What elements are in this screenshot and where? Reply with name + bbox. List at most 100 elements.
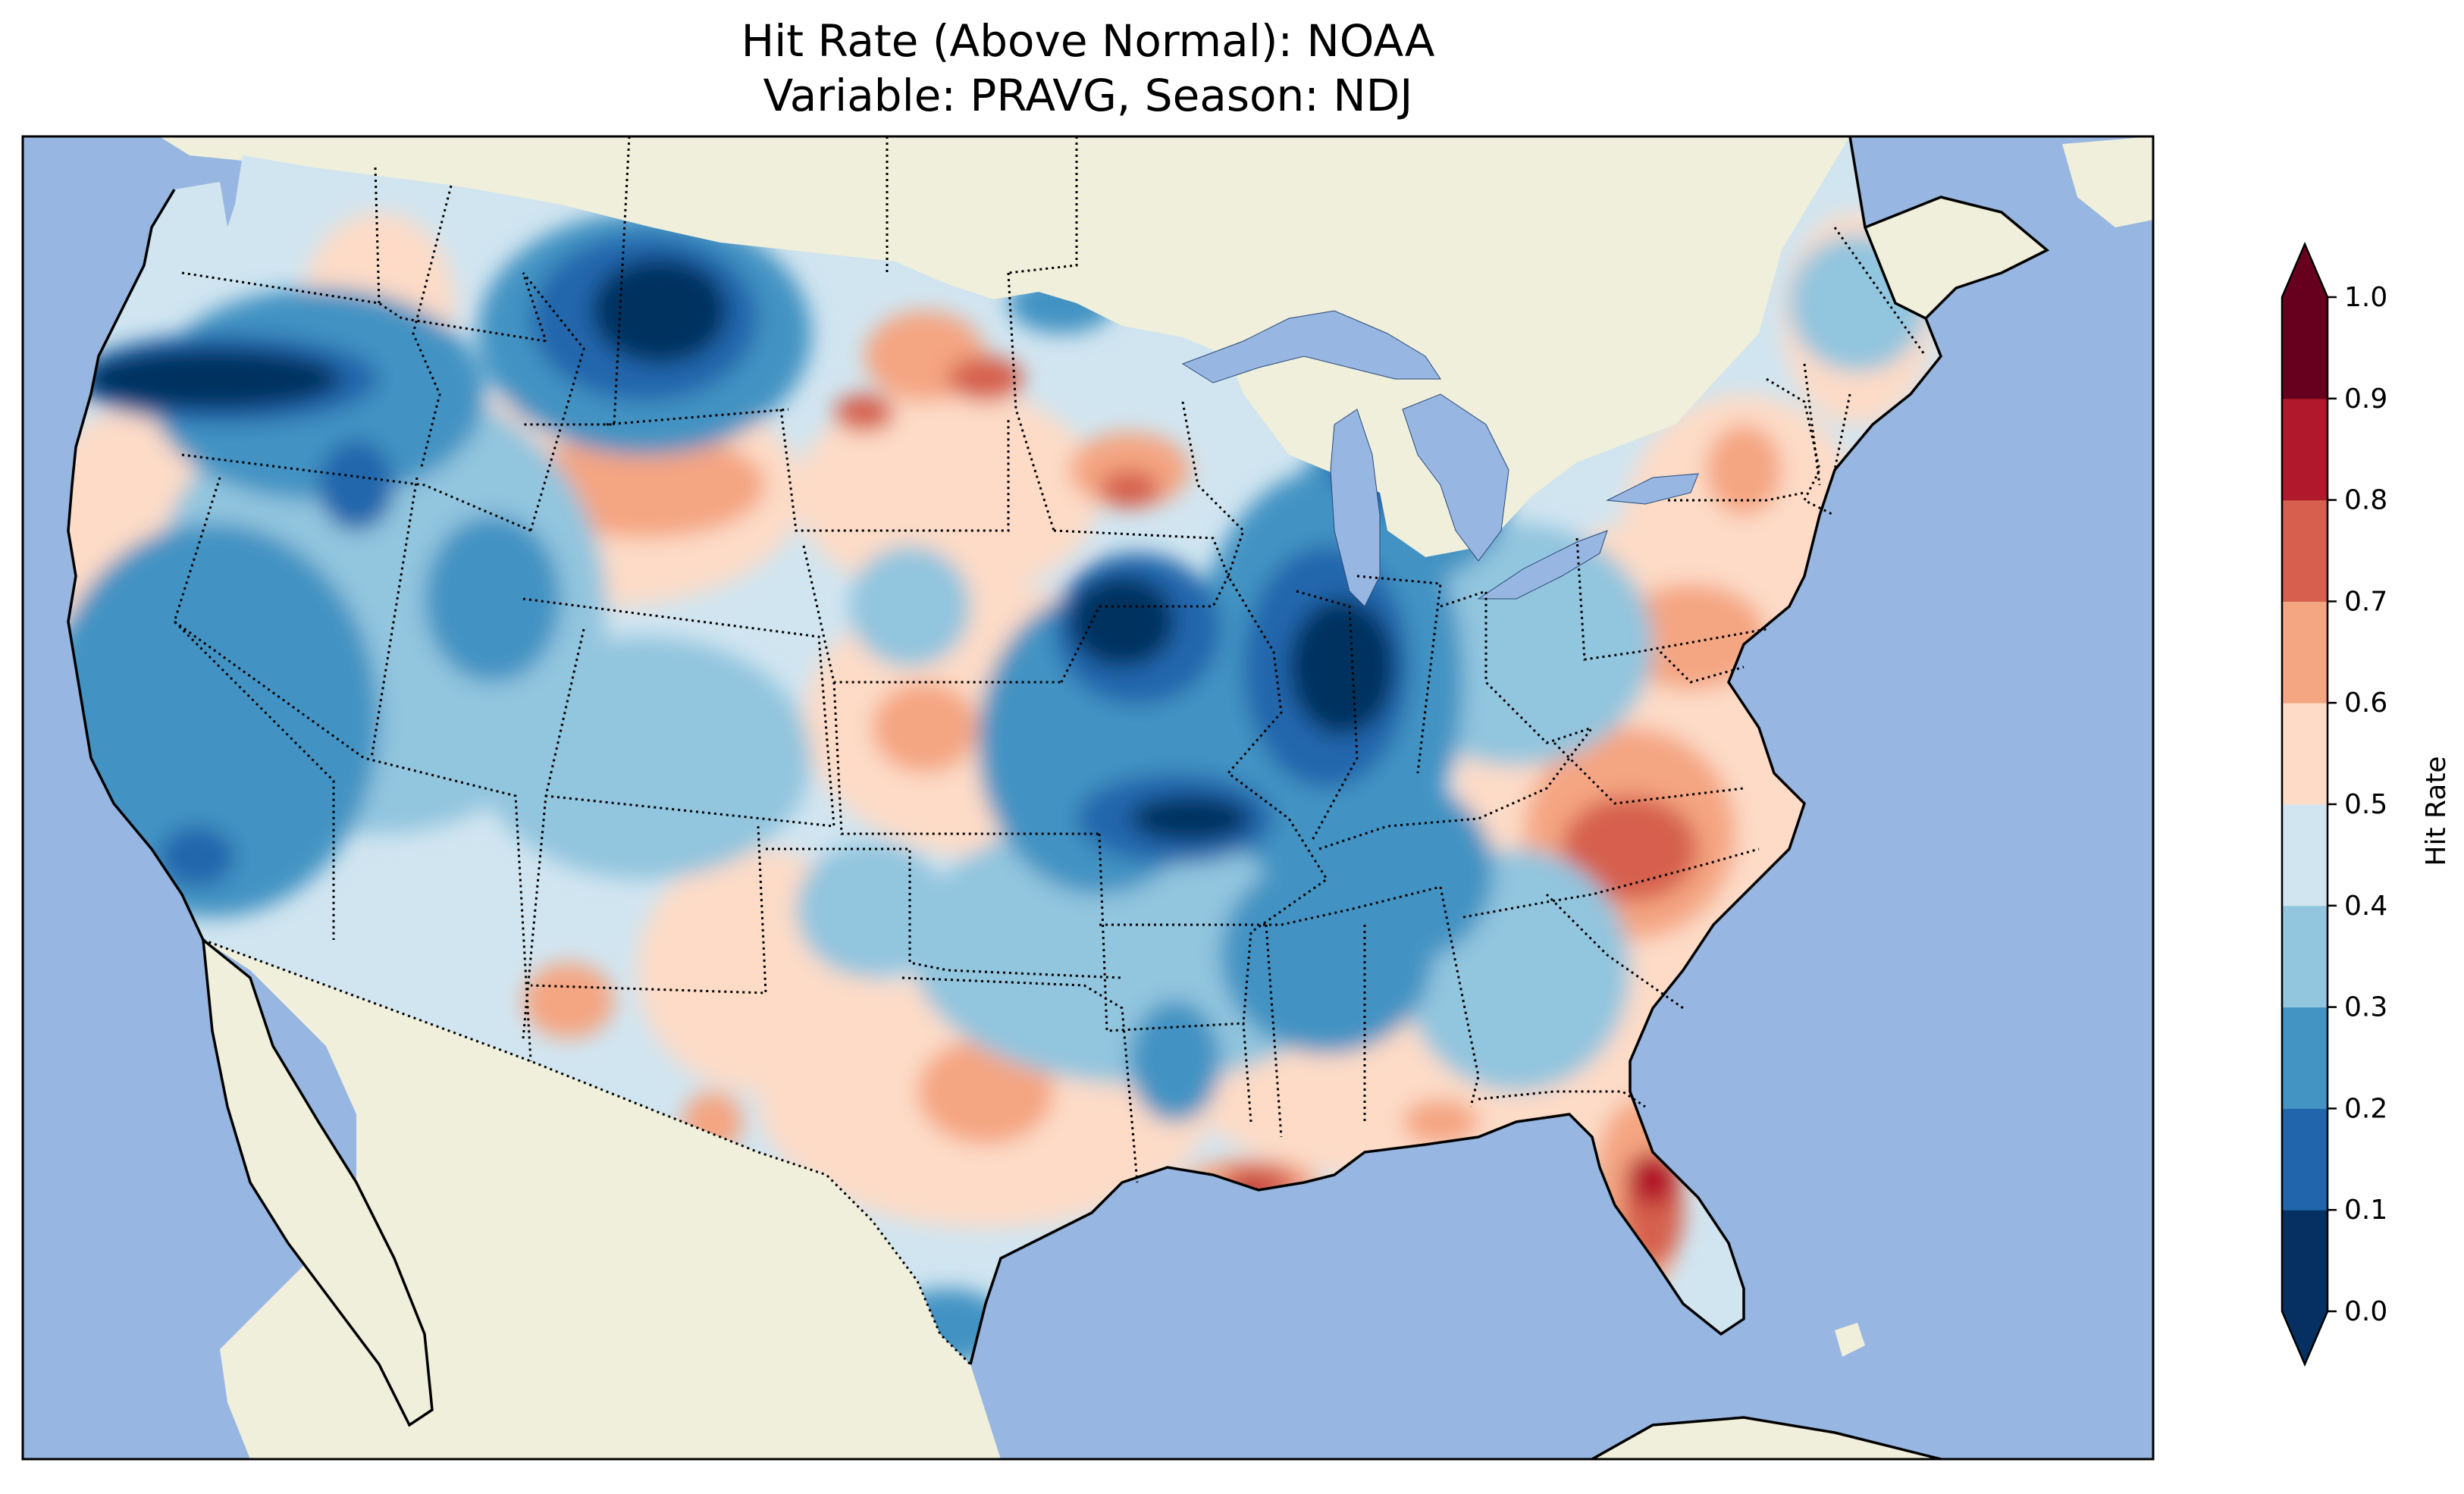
colorbar-segment (2282, 1210, 2328, 1312)
field-blob (68, 523, 379, 917)
maritimes-land (1865, 197, 2047, 318)
state-border (1833, 393, 1851, 471)
lake-huron (1402, 393, 1509, 562)
field-blob (1130, 796, 1251, 841)
state-border (1766, 377, 1835, 517)
colorbar-tick-label: 0.0 (2344, 1296, 2387, 1327)
state-border (1098, 833, 1252, 1123)
colorbar-tick-label: 0.4 (2344, 891, 2387, 922)
state-border (1265, 924, 1283, 1138)
field-blob (948, 356, 1024, 402)
field-blob (591, 258, 728, 364)
state-border (1545, 893, 1684, 1010)
lake-superior (1181, 310, 1441, 384)
field-blob (83, 349, 341, 409)
lake-michigan (1330, 409, 1381, 607)
colorbar-tick-label: 0.9 (2344, 384, 2387, 415)
state-border (1803, 363, 1821, 486)
colorbar-segment (2282, 297, 2328, 399)
map-title: Hit Rate (Above Normal): NOAA Variable: … (23, 14, 2153, 123)
field-blob (1069, 576, 1175, 667)
colorbar-segment (2282, 1007, 2328, 1109)
state-border (522, 628, 585, 1039)
state-border (174, 620, 532, 1062)
state-border (1462, 847, 1760, 919)
lake-ontario (1606, 473, 1699, 505)
baja-peninsula (203, 940, 432, 1425)
title-line-2: Variable: PRAVG, Season: NDJ (763, 70, 1413, 121)
field-blob (1099, 470, 1160, 508)
cuba-coastline (1591, 1416, 1942, 1459)
field-blob (523, 963, 614, 1038)
colorbar: 0.0 0.1 0.2 0.3 0.4 0.5 0.6 0.7 0.8 0.9 1.0 Hit Ra… (2281, 241, 2452, 1367)
cuba-land (1592, 1417, 1941, 1459)
field-blob (1289, 599, 1395, 735)
state-border (832, 681, 1099, 835)
bahamas-island (1835, 1323, 1865, 1357)
colorbar-tick-label: 1.0 (2344, 282, 2387, 313)
gulf-coastline (969, 136, 1943, 1365)
colorbar-label: Hit Rate (2421, 756, 2452, 866)
state-border (606, 408, 789, 426)
colorbar-tick-label: 0.8 (2344, 485, 2387, 516)
field-blob (872, 682, 978, 773)
field-blob (1562, 796, 1698, 902)
field-blob (834, 394, 895, 432)
state-border (779, 409, 1010, 532)
state-border (1439, 886, 1480, 1107)
state-border (1008, 136, 1078, 274)
state-border (181, 453, 531, 532)
colorbar-segment (2282, 500, 2328, 602)
colorbar-segment (2282, 905, 2328, 1008)
state-border (374, 166, 381, 304)
field-blob (796, 841, 948, 978)
us-coastline (67, 189, 205, 941)
field-blob (796, 387, 1099, 599)
canada-coastline (1864, 196, 2050, 320)
field-blob (1706, 424, 1782, 515)
field-blob (1615, 584, 1766, 690)
state-border (173, 477, 335, 940)
state-border (1575, 537, 1767, 661)
state-border (181, 271, 547, 343)
colorbar-tick-label: 0.3 (2344, 992, 2387, 1023)
lake-erie (1477, 530, 1608, 600)
colorbar-segment (2282, 1108, 2328, 1211)
colorbar-tick-label: 0.1 (2344, 1195, 2387, 1226)
state-border (901, 976, 1139, 1183)
state-border (1659, 650, 1745, 684)
title-line-1: Hit Rate (Above Normal): NOAA (741, 15, 1435, 67)
colorbar-tick-label: 0.6 (2344, 687, 2387, 719)
state-border (1553, 741, 1745, 805)
colorbar-tick-label: 0.7 (2344, 586, 2387, 617)
state-border (522, 272, 585, 531)
state-border (1181, 401, 1329, 1024)
state-borders (173, 136, 1927, 1183)
map-area (23, 136, 2153, 1459)
colorbar-segment (2282, 703, 2328, 805)
field-blob (318, 440, 394, 531)
state-border (370, 477, 419, 759)
colorbar-segment (2282, 398, 2328, 501)
field-blob (1130, 1001, 1221, 1122)
field-blob (1403, 1099, 1478, 1145)
field-blob (849, 546, 970, 667)
colorbar-tick-label: 0.2 (2344, 1093, 2387, 1124)
colorbar-tick-label: 0.5 (2344, 789, 2387, 820)
great-lakes (1181, 310, 1699, 607)
field-blob (917, 1038, 1054, 1145)
field-blob (478, 637, 811, 879)
map-frame (21, 135, 2155, 1461)
newfoundland-land (2062, 136, 2153, 227)
colorbar-segment (2282, 601, 2328, 703)
state-border (1833, 227, 1927, 357)
field-blob (425, 515, 561, 682)
colorbar-segment (2282, 804, 2328, 907)
state-border (530, 825, 767, 994)
state-border (1668, 491, 1805, 502)
mexico-coastline (201, 937, 434, 1427)
colorbar-under-arrow (2282, 1311, 2328, 1364)
field-blob (159, 826, 235, 887)
state-border (1440, 589, 1593, 744)
